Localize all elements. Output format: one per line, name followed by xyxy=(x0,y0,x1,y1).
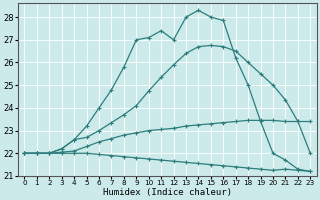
X-axis label: Humidex (Indice chaleur): Humidex (Indice chaleur) xyxy=(103,188,232,197)
